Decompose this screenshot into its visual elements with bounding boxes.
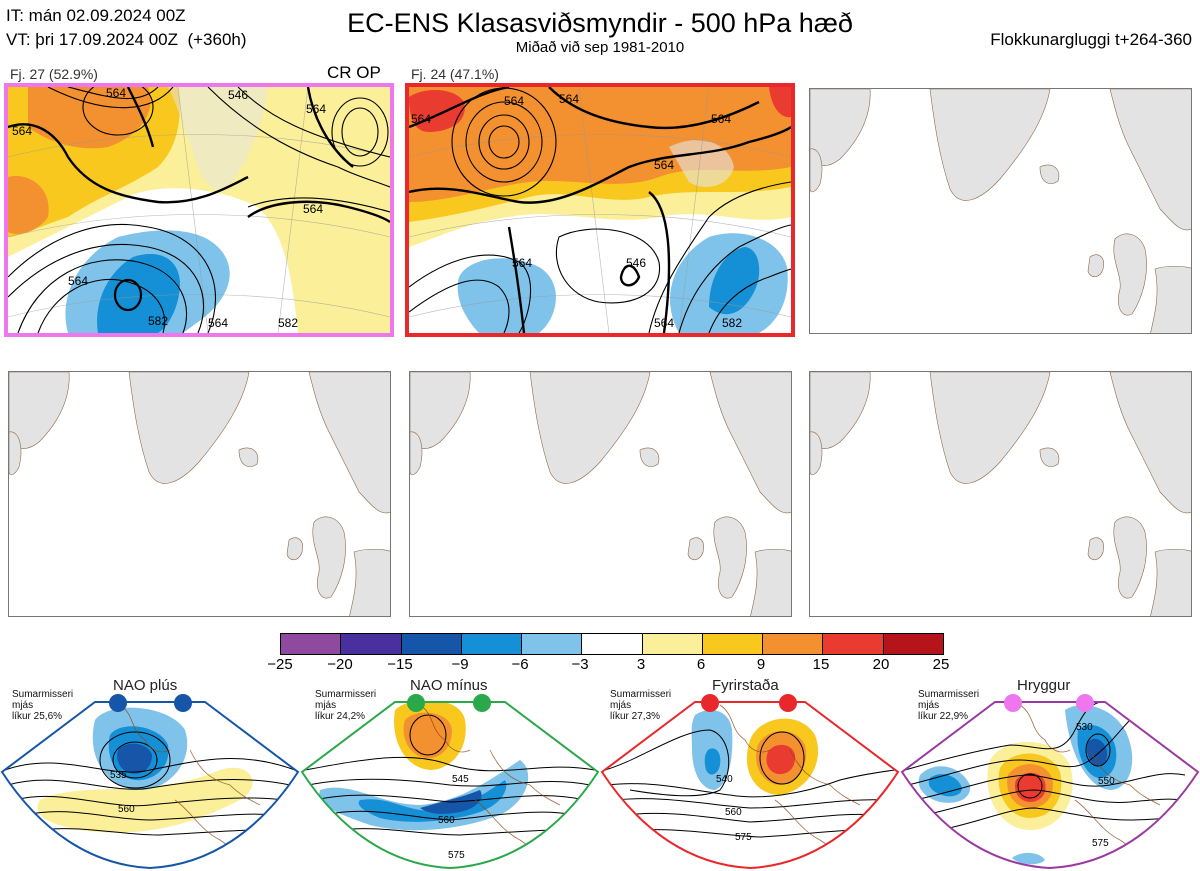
cluster-1-tag: CR OP	[327, 63, 381, 82]
colorbar-bin	[281, 634, 342, 654]
regime-1-contour-label: 535	[110, 770, 127, 781]
colorbar-bin	[401, 634, 462, 654]
regime-4-contour-label: 575	[1092, 838, 1109, 849]
colorbar-bin	[341, 634, 402, 654]
page-title: EC-ENS Klasasviðsmyndir - 500 hPa hæð	[347, 8, 853, 38]
regime-1-map: 535 560	[0, 694, 300, 870]
regime-2-contour-label: 560	[438, 815, 455, 826]
regime-1-mean: mjás	[12, 700, 34, 711]
cluster-6-map[interactable]	[809, 371, 1192, 617]
cluster-1-contour-label: 582	[278, 316, 298, 330]
cluster-1-contour-label: 564	[306, 102, 326, 116]
colorbar-bin	[642, 634, 703, 654]
regime-1-title: NAO plús	[113, 677, 178, 694]
colorbar-tick: 15	[812, 656, 830, 673]
regime-2-contour-label: 545	[452, 774, 469, 785]
regime-4-info: Sumarmisseri mjás líkur 22,9%	[918, 689, 979, 722]
colorbar-tick: 25	[932, 656, 950, 673]
cluster-1-contour-label: 564	[106, 87, 126, 100]
valid-time: VT: þri 17.09.2024 00Z (+360h)	[6, 30, 247, 49]
page-subtitle: Miðað við sep 1981-2010	[515, 39, 685, 56]
cluster-1-contour-label: 582	[148, 314, 168, 328]
colorbar-tick: 3	[636, 656, 646, 673]
cluster-1-map[interactable]: 546 564 564 564 564 564 564 582 582	[4, 83, 394, 337]
colorbar-tick: −3	[571, 656, 589, 673]
cluster-4-map[interactable]	[8, 371, 391, 617]
cluster-2-contour-label: 564	[654, 158, 674, 172]
regime-4-probability: líkur 22,9%	[918, 711, 969, 722]
colorbar-bin	[883, 634, 943, 654]
colorbar-tick: −20	[327, 656, 353, 673]
cluster-2-contour-label: 564	[411, 112, 431, 126]
regime-1-info: Sumarmisseri mjás líkur 25,6%	[12, 689, 73, 722]
colorbar-bin	[702, 634, 764, 654]
cluster-2-contour-label: 564	[654, 316, 674, 330]
regime-2-map: 545 560 575	[300, 694, 600, 870]
cluster-2-contour-label: 546	[626, 256, 646, 270]
cluster-1-contour-label: 564	[208, 316, 228, 330]
colorbar	[280, 633, 944, 655]
regime-3-info: Sumarmisseri mjás líkur 27,3%	[610, 689, 671, 722]
regime-4-map: 530 550 575	[900, 694, 1200, 870]
colorbar-tick: 6	[696, 656, 706, 673]
regime-2-season: Sumarmisseri	[315, 689, 377, 700]
regime-3-contour-label: 560	[725, 807, 742, 818]
regime-4-title: Hryggur	[1017, 677, 1071, 694]
colorbar-tick: 20	[872, 656, 890, 673]
cluster-1-contour-label: 546	[228, 88, 248, 102]
cluster-2-contour-label: 564	[711, 112, 731, 126]
regime-1-probability: líkur 25,6%	[12, 711, 63, 722]
cluster-1-contour-label: 564	[12, 124, 32, 138]
cluster-2-label: Fj. 24 (47.1%)	[411, 66, 499, 82]
regime-4-season: Sumarmisseri	[918, 689, 980, 700]
regime-4-mean: mjás	[918, 700, 940, 711]
run-info: IT: mán 02.09.2024 00Z VT: þri 17.09.2024…	[6, 4, 247, 52]
cluster-1-label: Fj. 27 (52.9%)	[10, 66, 98, 82]
init-time: IT: mán 02.09.2024 00Z	[6, 6, 186, 25]
colorbar-tick: −9	[451, 656, 469, 673]
cluster-5-map[interactable]	[409, 371, 792, 617]
colorbar-tick: −6	[511, 656, 529, 673]
cluster-2-contour-label: 564	[504, 94, 524, 108]
regime-3-contour-label: 540	[716, 774, 733, 785]
cluster-3-map[interactable]	[809, 88, 1192, 334]
regime-3-mean: mjás	[610, 700, 632, 711]
regime-2-contour-label: 575	[448, 850, 465, 861]
cluster-1-contour-label: 564	[68, 274, 88, 288]
cluster-2-map[interactable]: 564 564 564 564 564 546 564 564 582	[405, 83, 795, 337]
regime-4-contour-label: 550	[1098, 776, 1115, 787]
regime-2-mean: mjás	[315, 700, 337, 711]
colorbar-tick: 9	[756, 656, 766, 673]
colorbar-bin	[461, 634, 523, 654]
cluster-1-contour-label: 564	[303, 202, 323, 216]
colorbar-bin	[763, 634, 824, 654]
regime-4-contour-label: 530	[1076, 722, 1093, 733]
regime-3-contour-label: 575	[735, 832, 752, 843]
cluster-2-contour-label: 582	[722, 316, 742, 330]
regime-3-title: Fyrirstaða	[712, 677, 779, 694]
classification-window: Flokkunargluggi t+264-360	[990, 30, 1192, 49]
colorbar-bin	[823, 634, 884, 654]
cluster-2-contour-label: 564	[512, 256, 532, 270]
colorbar-bin	[522, 634, 583, 654]
regime-3-map: 540 560 575	[600, 694, 900, 870]
regime-3-season: Sumarmisseri	[610, 689, 672, 700]
colorbar-tick: −15	[387, 656, 413, 673]
regime-2-info: Sumarmisseri mjás líkur 24,2%	[315, 689, 376, 722]
colorbar-tick: −25	[267, 656, 293, 673]
regime-1-contour-label: 560	[118, 804, 135, 815]
regime-2-probability: líkur 24,2%	[315, 711, 366, 722]
regime-3-probability: líkur 27,3%	[610, 711, 661, 722]
regime-1-season: Sumarmisseri	[12, 689, 74, 700]
colorbar-bin	[582, 634, 643, 654]
regime-2-title: NAO mínus	[410, 677, 488, 694]
cluster-2-contour-label: 564	[559, 92, 579, 106]
